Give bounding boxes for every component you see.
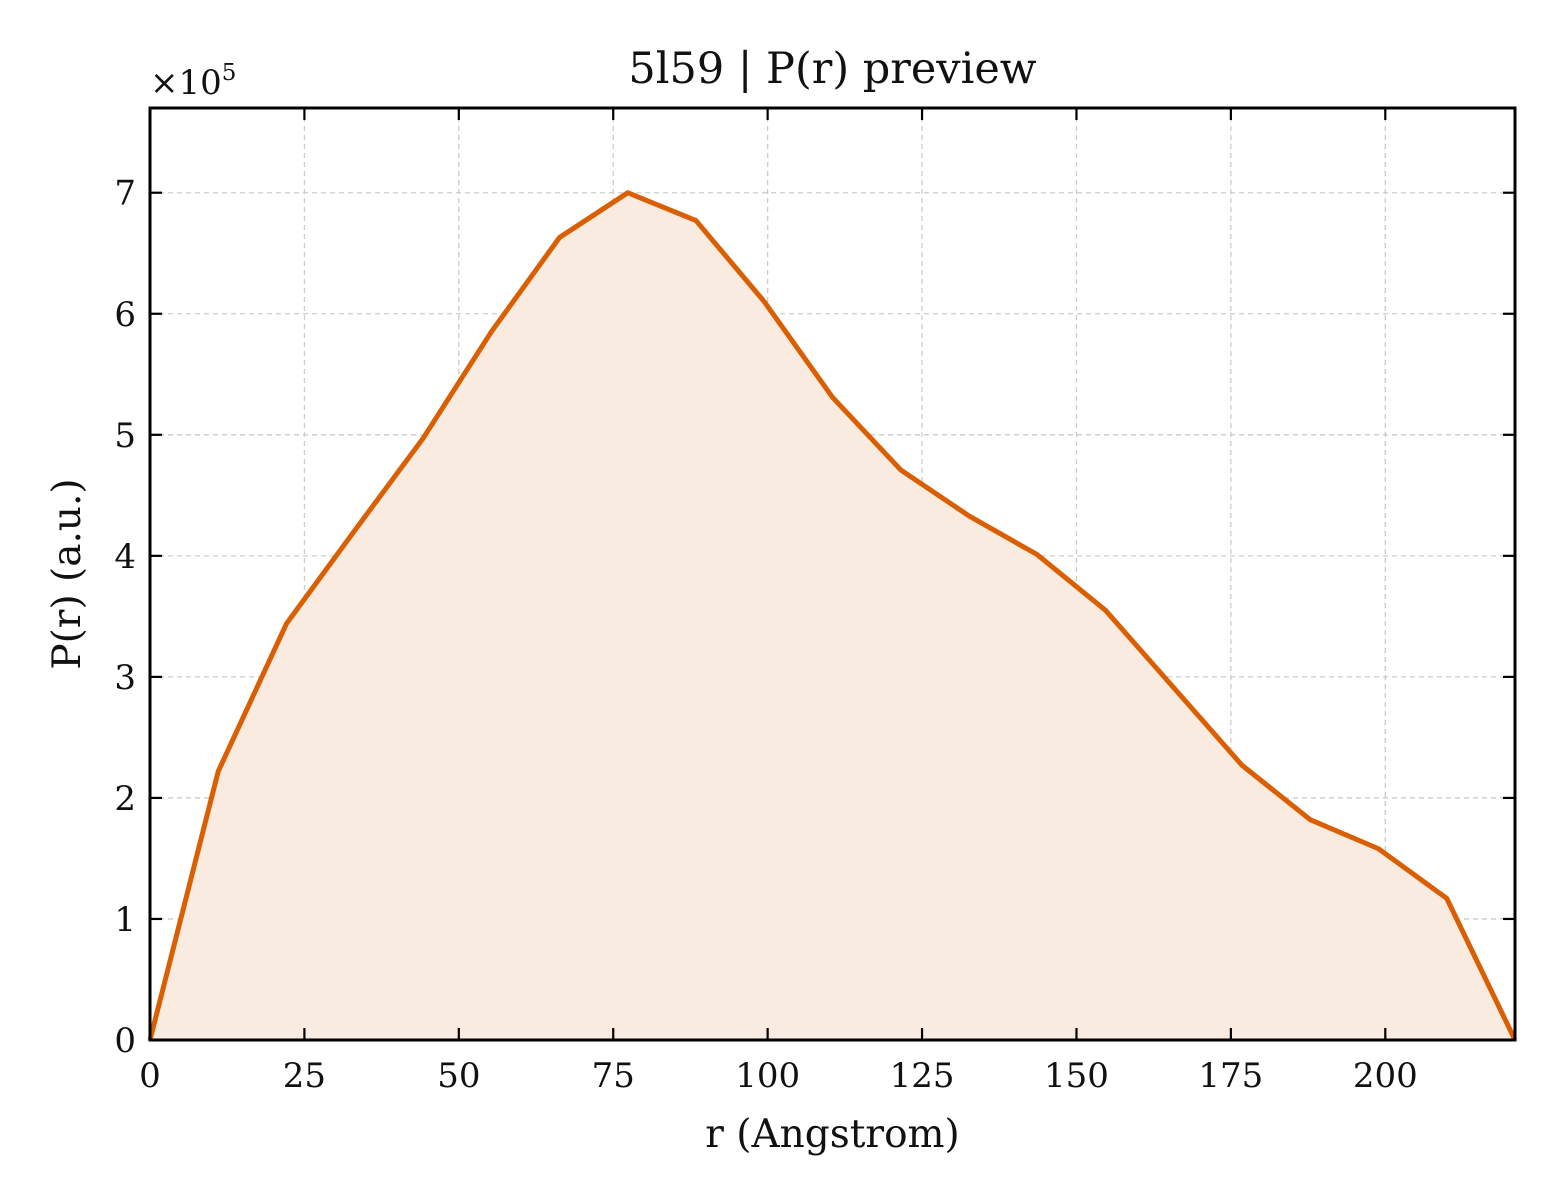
x-axis-label: r (Angstrom) [705, 1112, 960, 1157]
y-offset-base: ×10 [150, 63, 222, 103]
series-area-fill [150, 192, 1515, 1041]
y-tick-label-7: 7 [114, 174, 136, 214]
x-tick-label-1: 25 [283, 1056, 326, 1096]
ticks [148, 108, 1515, 1042]
y-offset-label: ×105 [150, 60, 236, 103]
x-tick-label-7: 175 [1198, 1056, 1263, 1096]
y-offset-exponent: 5 [222, 60, 237, 86]
y-tick-label-1: 1 [114, 900, 136, 940]
y-axis-label: P(r) (a.u.) [45, 478, 90, 669]
x-tick-label-2: 50 [437, 1056, 480, 1096]
y-tick-labels: 0 1 2 3 4 5 6 7 [114, 174, 136, 1061]
y-tick-label-4: 4 [114, 537, 136, 577]
plot-frame [148, 106, 1517, 1042]
x-tick-label-0: 0 [139, 1056, 161, 1096]
x-tick-label-8: 200 [1353, 1056, 1418, 1096]
y-tick-label-5: 5 [114, 416, 136, 456]
x-tick-label-4: 100 [735, 1056, 800, 1096]
series-line [147, 190, 1518, 1042]
y-tick-label-2: 2 [114, 779, 136, 819]
x-tick-label-5: 125 [890, 1056, 955, 1096]
x-tick-label-6: 150 [1044, 1056, 1109, 1096]
x-tick-label-3: 75 [592, 1056, 635, 1096]
chart-title: 5l59 | P(r) preview [628, 44, 1036, 94]
y-tick-label-3: 3 [114, 658, 136, 698]
y-tick-label-0: 0 [114, 1021, 136, 1061]
y-tick-label-6: 6 [114, 295, 136, 335]
x-tick-labels: 0 25 50 75 100 125 150 175 200 [139, 1056, 1418, 1096]
